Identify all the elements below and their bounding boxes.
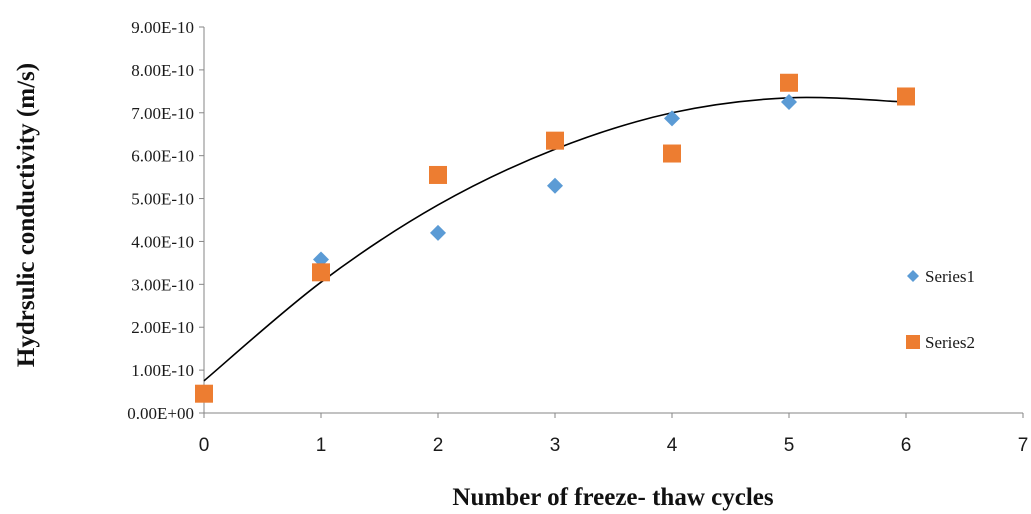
series1-point	[664, 110, 680, 127]
x-tick-label: 4	[667, 435, 678, 456]
y-tick-label: 0.00E+00	[127, 404, 194, 423]
x-tick-label: 1	[316, 435, 327, 456]
y-tick-label: 8.00E-10	[131, 61, 194, 80]
series2-point	[780, 73, 798, 92]
series2-point	[897, 87, 915, 106]
x-tick-label: 3	[550, 435, 561, 456]
x-tick-label: 7	[1018, 435, 1029, 456]
legend-marker-series2	[906, 335, 920, 349]
x-tick-label: 6	[901, 435, 912, 456]
legend-label-series2: Series2	[925, 333, 975, 352]
x-tick-label: 5	[784, 435, 795, 456]
series1-point	[547, 177, 563, 194]
legend-marker-series1	[907, 270, 919, 282]
y-tick-label: 4.00E-10	[131, 232, 194, 251]
y-axis-title: Hydrsulic conductivity (m/s)	[13, 63, 40, 367]
y-tick-label: 6.00E-10	[131, 147, 194, 166]
series1-point	[430, 224, 446, 241]
y-tick-label: 5.00E-10	[131, 190, 194, 209]
series2-point	[546, 131, 564, 150]
series2-point	[312, 263, 330, 282]
y-tick-label: 3.00E-10	[131, 275, 194, 294]
y-axis-title-group: Hydrsulic conductivity (m/s)	[13, 63, 40, 367]
series2-point	[663, 144, 681, 163]
series2-point	[429, 165, 447, 184]
y-tick-label: 7.00E-10	[131, 104, 194, 123]
legend-label-series1: Series1	[925, 267, 975, 286]
legend: Series1 Series2	[906, 267, 975, 352]
x-tick-label: 0	[199, 435, 210, 456]
x-axis-title: Number of freeze- thaw cycles	[452, 484, 773, 511]
series1-point	[781, 94, 797, 111]
x-tick-label: 2	[433, 435, 444, 456]
y-tick-label: 9.00E-10	[131, 18, 194, 37]
y-tick-label: 1.00E-10	[131, 361, 194, 380]
series2-point	[195, 384, 213, 403]
y-tick-label: 2.00E-10	[131, 318, 194, 337]
plot-area: 0.00E+00 1.00E-10 2.00E-10 3.00E-10 4.00E-10…	[127, 18, 1028, 456]
